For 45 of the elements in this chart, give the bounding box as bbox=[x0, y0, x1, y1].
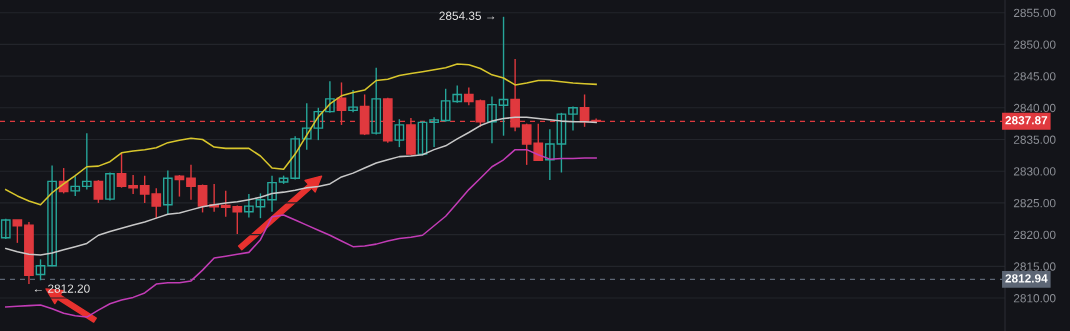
ref-line-label: 2837.87 bbox=[1005, 116, 1048, 125]
candlestick bbox=[81, 132, 92, 191]
candlestick bbox=[290, 135, 301, 181]
candlestick bbox=[301, 102, 312, 151]
candlestick bbox=[544, 128, 555, 181]
y-tick-label: 2840.00 bbox=[1013, 103, 1056, 113]
candlestick bbox=[325, 80, 335, 114]
annotation: ← 2812.20 bbox=[34, 284, 90, 293]
annotation: 2854.35 → bbox=[439, 11, 495, 20]
candlestick bbox=[429, 116, 439, 148]
candlestick bbox=[487, 95, 497, 145]
y-tick-label: 2855.00 bbox=[1013, 8, 1056, 18]
y-tick-label: 2850.00 bbox=[1013, 40, 1056, 49]
candlestick bbox=[47, 164, 57, 268]
y-tick-label: 2845.00 bbox=[1013, 72, 1056, 81]
ref-line-label: 2812.94 bbox=[1005, 274, 1048, 283]
candlestick bbox=[197, 183, 208, 214]
candlestick bbox=[35, 258, 46, 281]
candlestick bbox=[371, 67, 382, 136]
candlestick bbox=[267, 174, 277, 213]
y-tick-label: 2820.00 bbox=[1013, 230, 1056, 240]
candlestick bbox=[162, 169, 173, 216]
candlestick bbox=[556, 112, 567, 174]
candlestick bbox=[417, 120, 428, 157]
candlestick bbox=[244, 193, 254, 219]
candlestick bbox=[128, 174, 138, 195]
candlestick bbox=[186, 164, 196, 201]
candlestick bbox=[93, 179, 104, 204]
candlestick bbox=[313, 107, 324, 141]
candlestick bbox=[394, 118, 405, 148]
candlestick bbox=[0, 218, 11, 240]
candlestick bbox=[70, 175, 81, 197]
y-tick-label: 2835.00 bbox=[1013, 135, 1056, 144]
line-series bbox=[5, 63, 597, 206]
candlestick bbox=[348, 89, 358, 113]
candlestick bbox=[568, 105, 578, 132]
y-tick-label: 2825.00 bbox=[1013, 198, 1056, 208]
candlestick bbox=[105, 171, 115, 202]
y-tick-label: 2810.00 bbox=[1013, 294, 1056, 303]
y-tick-label: 2815.00 bbox=[1013, 262, 1056, 271]
candlestick bbox=[12, 219, 23, 244]
candlestick bbox=[116, 152, 127, 189]
candlestick bbox=[498, 16, 509, 137]
y-tick-label: 2830.00 bbox=[1013, 167, 1056, 176]
candlestick bbox=[255, 192, 266, 219]
